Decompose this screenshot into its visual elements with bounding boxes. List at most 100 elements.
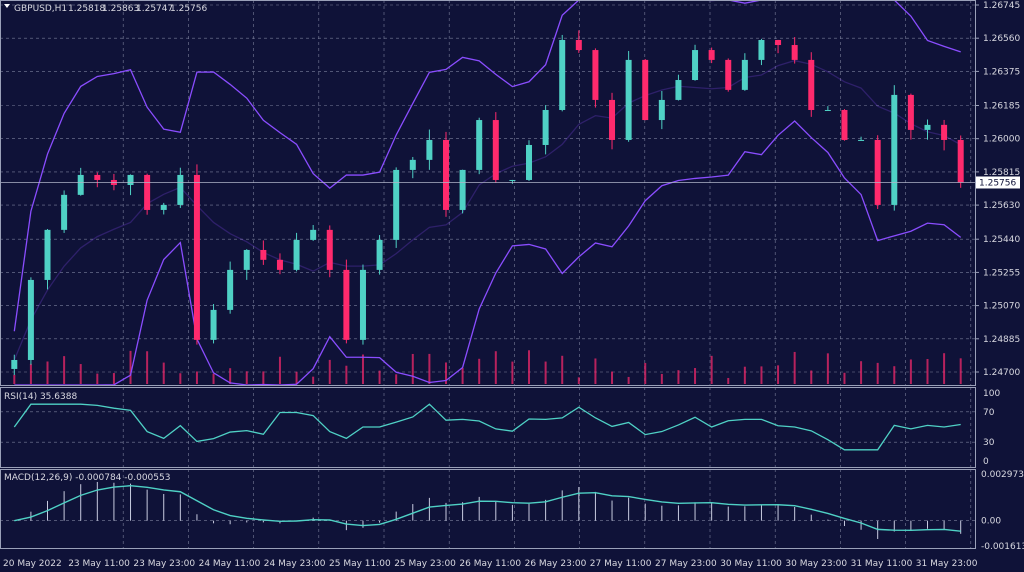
price-tick-label: 1.26375 xyxy=(983,67,1020,77)
candle-body xyxy=(409,159,416,170)
time-axis-label: 30 May 23:00 xyxy=(785,559,847,569)
price-tick-label: 1.26745 xyxy=(983,1,1020,11)
time-axis-label: 27 May 23:00 xyxy=(655,559,717,569)
price-tick-label: 1.24700 xyxy=(983,368,1020,378)
panel-frame xyxy=(0,387,976,468)
time-axis-label: 30 May 11:00 xyxy=(720,559,782,569)
candle-body xyxy=(393,169,400,240)
chart-header: GBPUSD,H1 1.25818 1.25863 1.25747 1.2575… xyxy=(4,4,207,14)
candle-body xyxy=(442,139,449,210)
candle-body xyxy=(526,144,533,180)
volume-bar xyxy=(195,371,198,384)
rsi-tick-label: 30 xyxy=(983,438,995,448)
time-axis-label: 23 May 11:00 xyxy=(68,559,130,569)
price-tick-label: 1.26185 xyxy=(983,101,1020,111)
volume-bar xyxy=(46,361,49,384)
volume-bar xyxy=(13,374,16,384)
volume-bar xyxy=(909,359,912,384)
time-axis-label: 23 May 23:00 xyxy=(133,559,195,569)
candle-body xyxy=(44,229,51,280)
volume-bar xyxy=(561,355,564,384)
bollinger-lower xyxy=(14,120,962,386)
volume-bar xyxy=(710,355,713,384)
volume-bar xyxy=(461,367,464,384)
volume-bar xyxy=(79,364,82,384)
candle-body xyxy=(808,59,815,110)
symbol-label: GBPUSD,H1 xyxy=(14,4,67,14)
candle-body xyxy=(243,249,250,270)
price-tick-label: 1.24885 xyxy=(983,335,1020,345)
volume-bar xyxy=(943,353,946,384)
candle-body xyxy=(791,45,798,60)
ohlc-high: 1.25863 xyxy=(102,4,139,14)
volume-bar xyxy=(611,371,614,384)
candlesticks xyxy=(11,30,964,375)
candle-body xyxy=(376,239,383,270)
volume-bar xyxy=(876,362,879,384)
macd-tick-label: -0.001613 xyxy=(981,542,1024,552)
volume-bar xyxy=(29,363,32,384)
volume-bar xyxy=(312,376,315,384)
candle-body xyxy=(775,39,782,46)
current-price-label: 1.25756 xyxy=(979,178,1016,188)
rsi-panel xyxy=(13,403,961,451)
candle-body xyxy=(692,50,699,81)
time-axis-label: 31 May 23:00 xyxy=(916,559,978,569)
candle-body xyxy=(260,249,267,260)
volume-bar xyxy=(245,371,248,384)
current-price-badge xyxy=(976,176,1020,189)
volume-bar xyxy=(278,356,281,384)
volume-bar xyxy=(793,351,796,384)
volume-bar xyxy=(494,351,497,384)
time-axis-label: 26 May 11:00 xyxy=(459,559,521,569)
candle-body xyxy=(177,174,184,205)
price-tick-label: 1.25440 xyxy=(983,235,1020,245)
volume-bar xyxy=(860,361,863,384)
volume-bar xyxy=(760,366,763,384)
volume-bar xyxy=(577,377,580,384)
volume-bar xyxy=(444,362,447,384)
candle-body xyxy=(708,50,715,60)
volume-bar xyxy=(212,373,215,384)
time-axis-label: 26 May 23:00 xyxy=(525,559,587,569)
volume-bar xyxy=(129,350,132,384)
time-axis-label: 31 May 11:00 xyxy=(851,559,913,569)
candle-body xyxy=(426,139,433,160)
candle-body xyxy=(94,174,101,180)
candle-body xyxy=(326,229,333,270)
volume-bar xyxy=(694,368,697,384)
volume-bar xyxy=(528,350,531,384)
candle-body xyxy=(758,39,765,60)
rsi-tick-label: 0 xyxy=(983,457,989,467)
rsi-label: RSI(14) 35.6388 xyxy=(4,392,77,402)
volume-bar xyxy=(594,358,597,384)
rsi-line xyxy=(13,403,961,451)
ohlc-close: 1.25756 xyxy=(170,4,207,14)
candle-body xyxy=(310,229,317,240)
candle-body xyxy=(193,174,200,340)
candle-body xyxy=(492,120,499,180)
time-axis-label: 27 May 11:00 xyxy=(590,559,652,569)
time-axis-label: 25 May 23:00 xyxy=(394,559,456,569)
volume-bar xyxy=(162,362,165,384)
volume-bar xyxy=(627,376,630,384)
macd-tick-label: 0.002973 xyxy=(981,470,1024,480)
volume-bar xyxy=(743,366,746,384)
candle-body xyxy=(476,120,483,170)
panel-frame xyxy=(0,0,976,386)
volume-bar xyxy=(677,370,680,384)
candle-body xyxy=(824,109,831,111)
candle-body xyxy=(941,124,948,140)
candle-body xyxy=(11,359,18,369)
macd-label: MACD(12,26,9) -0.000784 -0.000553 xyxy=(4,473,170,483)
candle-body xyxy=(592,50,599,100)
volume-bar xyxy=(328,359,331,384)
macd-panel xyxy=(14,481,962,539)
dropdown-triangle-icon[interactable] xyxy=(4,4,10,8)
volume-bar xyxy=(112,373,115,384)
rsi-tick-label: 100 xyxy=(983,389,1000,399)
price-tick-label: 1.25630 xyxy=(983,201,1020,211)
candle-body xyxy=(675,80,682,100)
candle-body xyxy=(575,39,582,51)
